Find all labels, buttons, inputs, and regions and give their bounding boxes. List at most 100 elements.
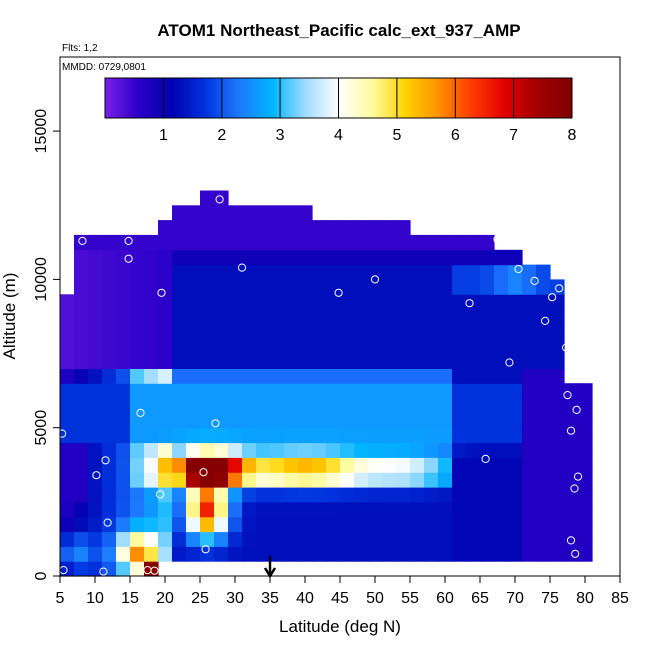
heatmap-cell [144,487,159,503]
colorbar-swatch [320,78,325,118]
heatmap-cell [438,353,453,369]
colorbar-swatch [233,78,237,118]
colorbar-swatch [198,78,202,118]
heatmap-cell [214,442,229,458]
x-tick-label: 45 [331,590,349,607]
heatmap-cell [116,383,131,399]
heatmap-cell [88,516,103,533]
colorbar-swatch [134,78,138,118]
colorbar-swatch [315,78,319,118]
heatmap-cell [200,398,215,414]
heatmap-cell [522,501,537,518]
heatmap-cell [424,234,439,251]
heatmap-cell [382,442,397,458]
heatmap-cell [298,501,313,518]
heatmap-cell [270,546,285,562]
colorbar-swatch [341,78,345,118]
heatmap-cell [74,264,89,280]
colorbar-swatch [113,78,118,118]
heatmap-cell [284,368,299,384]
colorbar-swatch [105,78,109,118]
heatmap-cell [578,531,593,547]
heatmap-cell [256,516,271,533]
sample-point [563,391,572,400]
heatmap-cell [116,279,131,295]
heatmap-cell [228,531,243,547]
heatmap-cell [242,383,257,399]
colorbar-swatch [428,78,433,118]
colorbar-swatch [347,78,351,118]
heatmap-cell [466,531,481,547]
heatmap-cell [396,249,411,266]
colorbar-swatch [128,78,132,118]
sample-point [566,536,576,545]
heatmap-cell [424,546,439,562]
heatmap-cell [522,353,537,369]
heatmap-cell [130,234,145,251]
heatmap-cell [396,427,411,444]
heatmap-cell [144,472,159,488]
heatmap-cell [326,472,341,488]
colorbar-swatch [528,78,532,118]
heatmap-cell [256,398,271,414]
heatmap-cell [242,398,257,414]
heatmap-cell [214,487,229,503]
heatmap-cell [508,294,523,310]
sample-point [78,236,87,245]
heatmap-cell [382,323,397,340]
heatmap-cell [88,294,103,310]
heatmap-cell [102,412,117,429]
heatmap-cell [508,353,523,369]
heatmap-cell [284,442,299,458]
heatmap-cell [368,501,383,518]
heatmap-cell [74,561,89,577]
heatmap-cell [438,427,453,444]
sample-point [573,472,583,481]
colorbar-swatch [116,78,120,118]
heatmap-cell [368,531,383,547]
heatmap-cell [536,323,551,340]
heatmap-cell [88,457,103,473]
heatmap-cell [522,398,537,414]
heatmap-cell [256,294,271,310]
heatmap-cell [494,249,509,266]
heatmap-cell [130,264,145,280]
heatmap-cell [522,294,537,310]
heatmap-cell [298,427,313,444]
heatmap-cell [424,442,439,458]
heatmap-cell [452,279,467,295]
heatmap-cell [494,294,509,310]
heatmap-cell [270,383,285,399]
heatmap-cell [74,338,89,355]
sample-point [571,549,580,558]
sample-point [334,288,343,297]
heatmap-cell [494,531,509,547]
heatmap-cell [494,427,509,444]
heatmap-cell [284,279,299,295]
heatmap-cell [368,309,383,325]
colorbar-swatch [157,78,161,118]
heatmap-cell [368,546,383,562]
x-tick-label: 10 [86,590,104,607]
heatmap-cell [256,531,271,547]
heatmap-cell [256,249,271,266]
heatmap-cell [410,353,425,369]
heatmap-cell [228,264,243,280]
heatmap-cell [256,383,271,399]
heatmap-cell [228,279,243,295]
heatmap-cell [256,220,271,236]
heatmap-cell [298,398,313,414]
heatmap-cell [228,294,243,310]
colorbar-swatch [566,78,570,118]
heatmap-cell [382,457,397,473]
heatmap-cell [284,531,299,547]
colorbar-swatch [151,78,156,118]
heatmap-cell [116,338,131,355]
heatmap-cell [326,516,341,533]
y-tick-label: 10000 [33,257,50,302]
heatmap-cell [186,279,201,295]
heatmap-cell [88,472,103,488]
heatmap-cell [270,412,285,429]
heatmap-cell [550,546,565,562]
heatmap-cell [214,205,229,221]
